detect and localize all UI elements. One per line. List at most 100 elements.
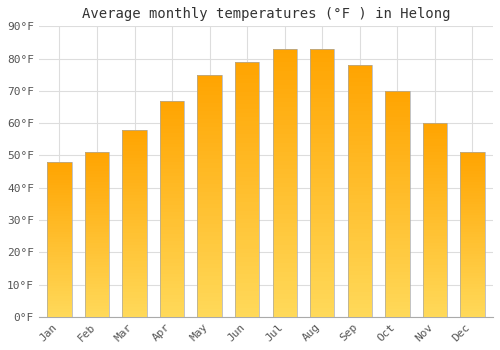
Bar [160, 263, 184, 266]
Bar [385, 189, 409, 192]
Bar [385, 309, 409, 313]
Bar [198, 288, 222, 293]
Bar [310, 143, 334, 147]
Bar [348, 111, 372, 116]
Bar [385, 275, 409, 279]
Bar [122, 232, 146, 236]
Bar [122, 204, 146, 208]
Bar [310, 201, 334, 205]
Bar [48, 175, 72, 177]
Bar [122, 301, 146, 304]
Bar [48, 278, 72, 281]
Bar [198, 95, 222, 99]
Bar [422, 172, 447, 175]
Bar [198, 244, 222, 248]
Bar [272, 201, 297, 205]
Bar [272, 116, 297, 120]
Bar [310, 156, 334, 161]
Bar [310, 250, 334, 254]
Bar [160, 266, 184, 270]
Bar [348, 162, 372, 166]
Bar [122, 208, 146, 211]
Bar [310, 237, 334, 241]
Bar [272, 161, 297, 165]
Bar [122, 220, 146, 223]
Bar [48, 177, 72, 180]
Bar [160, 310, 184, 313]
Bar [235, 176, 260, 181]
Bar [385, 215, 409, 219]
Bar [348, 65, 372, 317]
Bar [122, 201, 146, 204]
Bar [422, 294, 447, 297]
Bar [422, 175, 447, 178]
Bar [272, 312, 297, 317]
Bar [160, 238, 184, 241]
Bar [272, 268, 297, 272]
Bar [85, 232, 109, 235]
Bar [385, 302, 409, 306]
Bar [160, 274, 184, 277]
Bar [422, 149, 447, 152]
Bar [422, 252, 447, 256]
Bar [235, 313, 260, 317]
Bar [122, 304, 146, 307]
Bar [122, 314, 146, 317]
Bar [348, 166, 372, 170]
Bar [310, 272, 334, 276]
Bar [198, 135, 222, 139]
Bar [235, 300, 260, 304]
Bar [272, 241, 297, 245]
Bar [272, 80, 297, 85]
Bar [48, 162, 72, 317]
Bar [160, 281, 184, 284]
Bar [235, 62, 260, 66]
Bar [85, 204, 109, 207]
Bar [460, 245, 484, 248]
Bar [272, 143, 297, 147]
Bar [385, 306, 409, 309]
Bar [310, 232, 334, 237]
Bar [85, 234, 109, 237]
Bar [460, 169, 484, 172]
Bar [460, 224, 484, 226]
Bar [348, 203, 372, 208]
Bar [460, 281, 484, 284]
Bar [198, 228, 222, 232]
Bar [122, 258, 146, 261]
Bar [198, 143, 222, 147]
Bar [460, 199, 484, 202]
Bar [198, 293, 222, 297]
Bar [48, 281, 72, 283]
Bar [272, 49, 297, 53]
Bar [85, 265, 109, 267]
Bar [348, 254, 372, 258]
Bar [422, 210, 447, 214]
Bar [48, 206, 72, 208]
Bar [385, 159, 409, 162]
Bar [122, 223, 146, 226]
Bar [160, 176, 184, 180]
Bar [85, 207, 109, 210]
Bar [422, 285, 447, 288]
Bar [160, 144, 184, 147]
Bar [422, 268, 447, 272]
Bar [310, 192, 334, 196]
Bar [48, 286, 72, 288]
Bar [48, 234, 72, 237]
Bar [198, 212, 222, 216]
Bar [48, 304, 72, 307]
Bar [48, 226, 72, 229]
Bar [422, 233, 447, 236]
Bar [48, 270, 72, 273]
Bar [198, 131, 222, 135]
Bar [160, 187, 184, 191]
Bar [198, 172, 222, 176]
Bar [198, 115, 222, 119]
Bar [48, 162, 72, 164]
Bar [348, 120, 372, 124]
Bar [310, 281, 334, 286]
Bar [85, 273, 109, 276]
Bar [122, 136, 146, 139]
Bar [48, 294, 72, 296]
